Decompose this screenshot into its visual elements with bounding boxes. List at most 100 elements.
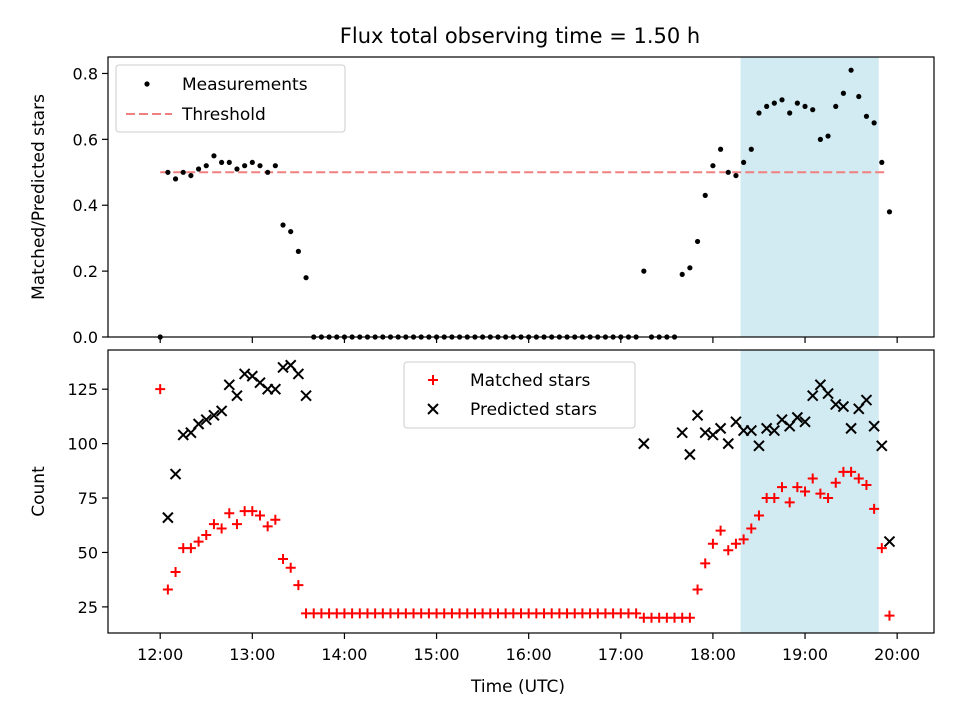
predicted-point bbox=[277, 361, 289, 374]
legend-measurement-marker bbox=[144, 81, 150, 87]
matched-point bbox=[807, 473, 818, 484]
predicted-point bbox=[223, 379, 235, 391]
measurement-point bbox=[871, 120, 877, 126]
predicted-point bbox=[837, 400, 850, 413]
x-tick-label: 14:00 bbox=[321, 645, 367, 664]
matched-point bbox=[846, 466, 857, 477]
predicted-point bbox=[177, 429, 189, 441]
matched-point bbox=[684, 612, 695, 623]
x-tick-label: 15:00 bbox=[414, 645, 460, 664]
predicted-point bbox=[753, 440, 765, 452]
matched-point bbox=[815, 488, 826, 499]
measurement-point bbox=[863, 113, 870, 119]
y-tick-label: 0.8 bbox=[73, 64, 98, 83]
measurement-point bbox=[242, 163, 248, 169]
predicted-point bbox=[169, 468, 182, 480]
measurement-point bbox=[265, 169, 271, 175]
predicted-point bbox=[691, 409, 704, 422]
measurement-point bbox=[848, 67, 854, 73]
predicted-point bbox=[860, 394, 873, 406]
matched-point bbox=[869, 503, 880, 514]
predicted-point bbox=[215, 405, 228, 417]
axes-frame bbox=[107, 349, 935, 634]
matched-point bbox=[876, 543, 887, 554]
predicted-point bbox=[845, 422, 857, 435]
legend: Matched stars Predicted stars bbox=[403, 361, 636, 429]
measurement-point bbox=[234, 166, 240, 172]
measurement-point bbox=[840, 90, 847, 96]
matched-point bbox=[185, 543, 196, 554]
measurement-point bbox=[257, 163, 263, 169]
predicted-point bbox=[714, 422, 727, 435]
y-tick-label: 0.2 bbox=[73, 262, 98, 281]
x-tick-label: 17:00 bbox=[598, 645, 644, 664]
matched-point bbox=[746, 523, 757, 534]
measurement-point bbox=[833, 103, 839, 110]
matched-point bbox=[707, 538, 718, 549]
measurement-point bbox=[641, 268, 647, 274]
matched-point bbox=[884, 610, 895, 621]
matched-point bbox=[231, 519, 242, 530]
observing-span bbox=[740, 57, 879, 337]
predicted-point bbox=[768, 424, 781, 437]
y-tick-label: 25 bbox=[78, 598, 98, 617]
predicted-point bbox=[676, 427, 688, 439]
predicted-point bbox=[807, 390, 819, 402]
y-tick-label: 0.6 bbox=[73, 130, 98, 149]
matched-point bbox=[162, 584, 173, 595]
axes-frame bbox=[107, 56, 935, 338]
legend: Measurements Threshold bbox=[115, 64, 346, 133]
matched-point bbox=[224, 508, 235, 519]
predicted-point bbox=[868, 420, 880, 432]
predicted-point bbox=[799, 416, 811, 428]
measurement-point bbox=[794, 100, 800, 106]
matched-point bbox=[738, 534, 749, 545]
x-tick-label: 19:00 bbox=[782, 645, 828, 664]
measurement-point bbox=[188, 172, 194, 179]
x-tick-label: 13:00 bbox=[229, 645, 275, 664]
chart-title: Flux total observing time = 1.50 h bbox=[340, 24, 700, 48]
matched-point bbox=[692, 584, 703, 595]
matched-point bbox=[254, 510, 265, 521]
measurement-point bbox=[817, 136, 823, 142]
predicted-point bbox=[200, 413, 212, 426]
predicted-point bbox=[300, 390, 312, 402]
matched-point bbox=[247, 506, 258, 517]
measurement-point bbox=[733, 172, 739, 179]
legend-label: Threshold bbox=[181, 105, 266, 125]
measurement-point bbox=[702, 192, 708, 198]
x-tick-label: 12:00 bbox=[137, 645, 183, 664]
matched-point bbox=[208, 519, 219, 530]
measurement-point bbox=[226, 159, 232, 166]
y-tick-label: 0.0 bbox=[73, 328, 98, 347]
legend-matched-marker bbox=[428, 375, 438, 385]
matched-point bbox=[262, 521, 273, 532]
count-panel: 12:00 13:00 14:00 15:00 16:00 17:00 18:00 19:00… bbox=[29, 349, 935, 664]
predicted-point bbox=[162, 511, 174, 524]
measurement-point bbox=[787, 110, 793, 116]
matched-point bbox=[830, 477, 841, 488]
matched-point bbox=[201, 530, 212, 541]
matched-point bbox=[823, 493, 834, 504]
matched-point bbox=[631, 608, 642, 619]
measurement-point bbox=[741, 159, 747, 166]
measurement-point bbox=[879, 159, 885, 166]
measurement-point bbox=[172, 176, 179, 182]
measurement-point bbox=[725, 169, 731, 175]
measurement-point bbox=[779, 97, 785, 103]
predicted-point bbox=[231, 390, 243, 402]
measurement-point bbox=[802, 103, 808, 110]
measurement-point bbox=[288, 228, 294, 235]
measurement-point bbox=[679, 271, 685, 278]
predicted-point bbox=[684, 448, 696, 461]
predicted-point bbox=[883, 535, 896, 548]
matched-point bbox=[861, 479, 872, 490]
matched-point bbox=[715, 525, 726, 536]
legend-label: Measurements bbox=[182, 75, 308, 95]
y-tick-label: 100 bbox=[67, 435, 98, 454]
predicted-point bbox=[238, 368, 251, 380]
matched-point bbox=[270, 514, 281, 525]
measurement-point bbox=[748, 146, 754, 152]
measurement-point bbox=[165, 169, 171, 175]
matched-point bbox=[753, 510, 764, 521]
